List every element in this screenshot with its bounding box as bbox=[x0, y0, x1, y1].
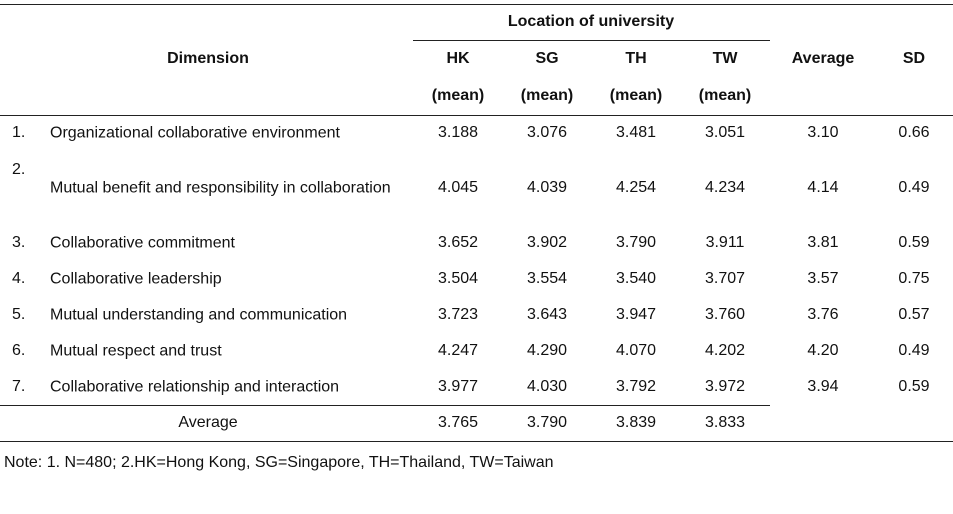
footer-value: 3.790 bbox=[526, 414, 568, 431]
dimension-label: Mutual understanding and communication bbox=[50, 306, 348, 324]
rule bbox=[0, 405, 770, 406]
column-header: SG bbox=[535, 50, 559, 67]
cell-value: 3.972 bbox=[704, 378, 746, 395]
cell-value: 0.49 bbox=[898, 179, 930, 196]
row-number: 2. bbox=[12, 161, 26, 178]
cell-value: 3.481 bbox=[615, 124, 657, 141]
column-header: Average bbox=[791, 50, 855, 67]
column-subheader: (mean) bbox=[431, 87, 485, 104]
rule bbox=[0, 4, 953, 5]
cell-value: 4.20 bbox=[807, 342, 839, 359]
cell-value: 3.947 bbox=[615, 306, 657, 323]
cell-value: 4.234 bbox=[704, 179, 746, 196]
footer-label: Average bbox=[178, 414, 238, 431]
cell-value: 4.045 bbox=[437, 179, 479, 196]
cell-value: 3.723 bbox=[437, 306, 479, 323]
cell-value: 0.59 bbox=[898, 234, 930, 251]
row-number: 3. bbox=[12, 234, 26, 251]
cell-value: 3.792 bbox=[615, 378, 657, 395]
cell-value: 3.902 bbox=[526, 234, 568, 251]
row-number: 5. bbox=[12, 306, 26, 323]
column-subheader: (mean) bbox=[520, 87, 574, 104]
rule bbox=[0, 115, 953, 116]
footer-value: 3.839 bbox=[615, 414, 657, 431]
cell-value: 3.57 bbox=[807, 270, 839, 287]
column-header: Dimension bbox=[167, 50, 249, 67]
cell-value: 3.977 bbox=[437, 378, 479, 395]
cell-value: 3.504 bbox=[437, 270, 479, 287]
column-header: HK bbox=[446, 50, 470, 67]
column-header: TH bbox=[625, 50, 647, 67]
column-subheader: (mean) bbox=[698, 87, 752, 104]
cell-value: 3.540 bbox=[615, 270, 657, 287]
cell-value: 4.202 bbox=[704, 342, 746, 359]
footer-value: 3.765 bbox=[437, 414, 479, 431]
dimension-label: Organizational collaborative environment bbox=[50, 124, 340, 142]
cell-value: 3.076 bbox=[526, 124, 568, 141]
footer-value: 3.833 bbox=[704, 414, 746, 431]
cell-value: 3.707 bbox=[704, 270, 746, 287]
cell-value: 4.030 bbox=[526, 378, 568, 395]
note: Note: 1. N=480; 2.HK=Hong Kong, SG=Singa… bbox=[4, 454, 554, 471]
cell-value: 3.051 bbox=[704, 124, 746, 141]
dimension-label: Collaborative leadership bbox=[50, 270, 222, 288]
cell-value: 3.76 bbox=[807, 306, 839, 323]
cell-value: 0.59 bbox=[898, 378, 930, 395]
row-number: 4. bbox=[12, 270, 26, 287]
column-subheader: (mean) bbox=[609, 87, 663, 104]
cell-value: 4.039 bbox=[526, 179, 568, 196]
dimension-label: Collaborative relationship and interacti… bbox=[50, 378, 340, 396]
cell-value: 4.14 bbox=[807, 179, 839, 196]
cell-value: 0.57 bbox=[898, 306, 930, 323]
cell-value: 3.81 bbox=[807, 234, 839, 251]
cell-value: 3.790 bbox=[615, 234, 657, 251]
row-number: 6. bbox=[12, 342, 26, 359]
column-header: TW bbox=[712, 50, 738, 67]
dimension-label: Mutual respect and trust bbox=[50, 342, 222, 360]
cell-value: 4.070 bbox=[615, 342, 657, 359]
rule bbox=[0, 441, 953, 442]
cell-value: 3.188 bbox=[437, 124, 479, 141]
cell-value: 0.75 bbox=[898, 270, 930, 287]
cell-value: 3.94 bbox=[807, 378, 839, 395]
cell-value: 3.652 bbox=[437, 234, 479, 251]
cell-value: 0.66 bbox=[898, 124, 930, 141]
cell-value: 0.49 bbox=[898, 342, 930, 359]
cell-value: 3.643 bbox=[526, 306, 568, 323]
row-number: 1. bbox=[12, 124, 26, 141]
group-header: Location of university bbox=[507, 13, 675, 30]
dimension-label: Mutual benefit and responsibility in col… bbox=[50, 179, 391, 197]
cell-value: 3.911 bbox=[705, 234, 745, 251]
rule bbox=[413, 40, 770, 41]
column-header: SD bbox=[902, 50, 926, 67]
cell-value: 3.554 bbox=[526, 270, 568, 287]
cell-value: 4.254 bbox=[615, 179, 657, 196]
cell-value: 4.290 bbox=[526, 342, 568, 359]
dimension-label: Collaborative commitment bbox=[50, 234, 235, 252]
cell-value: 3.10 bbox=[807, 124, 839, 141]
cell-value: 3.760 bbox=[704, 306, 746, 323]
row-number: 7. bbox=[12, 378, 26, 395]
cell-value: 4.247 bbox=[437, 342, 479, 359]
